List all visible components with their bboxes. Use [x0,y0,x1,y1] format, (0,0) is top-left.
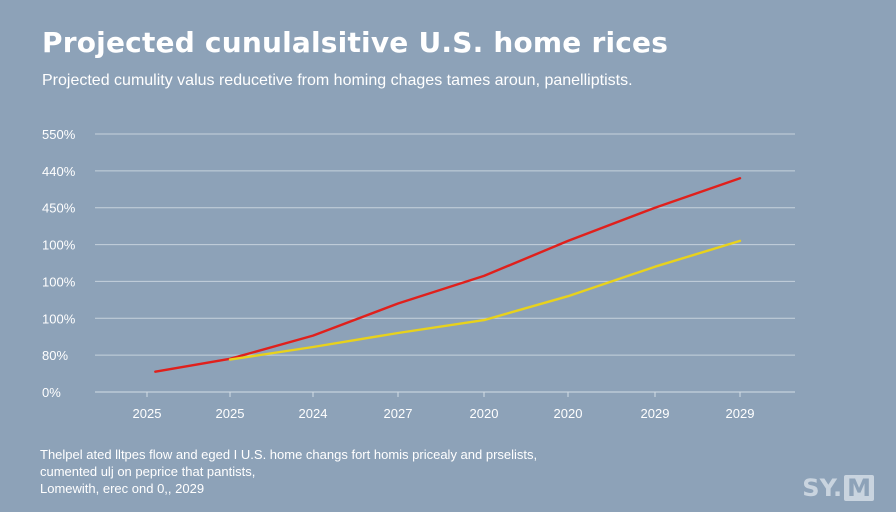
x-tick-label: 2027 [384,406,413,421]
brand-logo: SY. M [802,474,874,502]
y-tick-label: 100% [42,238,76,253]
series-line-red [154,176,742,373]
chart-title: Projected cunulalsitive U.S. home rices [42,26,669,59]
footnote-line-3: Lomewith, erec ond 0,, 2029 [40,481,205,496]
y-tick-label: 100% [42,311,76,326]
footnote: Thelpel ated lltpes flow and eged I U.S.… [40,446,537,497]
y-tick-label: 100% [42,274,76,289]
y-tick-label: 80% [42,348,68,363]
x-tick-label: 2025 [133,406,162,421]
x-tick-label: 2024 [299,406,328,421]
y-tick-label: 440% [42,164,76,179]
x-tick-label: 2020 [470,406,499,421]
series-line-yellow [228,239,742,361]
logo-box: M [844,475,874,501]
y-tick-label: 450% [42,201,76,216]
x-tick-label: 2029 [641,406,670,421]
y-tick-label: 550% [42,127,76,142]
chart-subtitle: Projected cumulity valus reducetive from… [42,72,633,89]
footnote-line-2: cumented ulj on peprice that pantists, [40,464,256,479]
x-tick-label: 2025 [216,406,245,421]
footnote-line-1: Thelpel ated lltpes flow and eged I U.S.… [40,447,538,462]
y-tick-label: 0% [42,385,61,400]
x-tick-label: 2020 [554,406,583,421]
x-tick-label: 2029 [726,406,755,421]
logo-text: SY. [802,474,843,502]
